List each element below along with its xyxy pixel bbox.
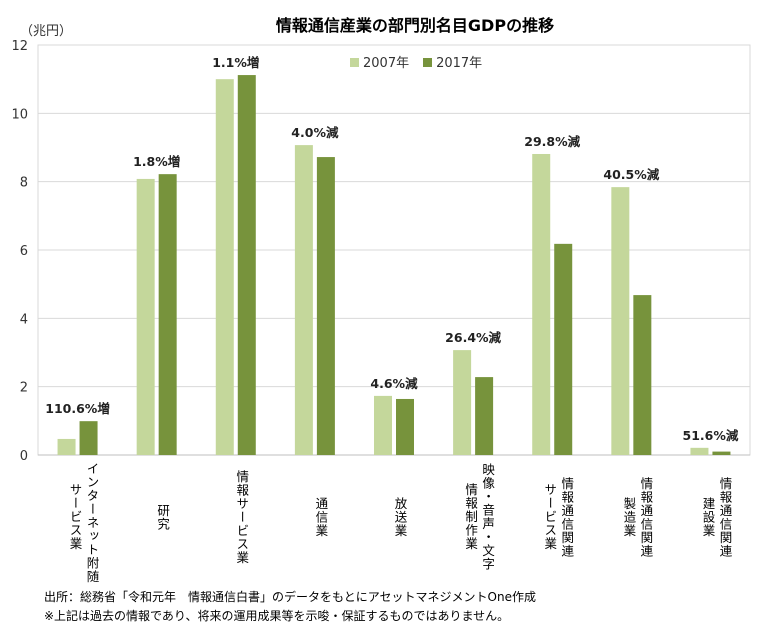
legend-item-2017: 2017年 [423,52,482,71]
y-tick-label: 6 [20,244,28,259]
legend: 2007年 2017年 [350,52,482,71]
bar-2017年-0 [79,421,98,455]
y-tick-label: 0 [20,449,28,464]
legend-label: 2007年 [363,56,410,71]
bar-2007年-0 [57,438,76,455]
x-tick-label: 研究 [155,503,171,531]
legend-item-2007: 2007年 [350,52,409,71]
bar-2007年-5 [453,350,472,455]
bar-2007年-3 [294,145,313,455]
x-tick-label: 情報サービス業 [234,469,250,565]
y-tick-label: 10 [11,107,28,122]
bar-2007年-7 [611,187,630,455]
bar-2017年-7 [633,295,652,455]
y-tick-label: 4 [20,312,28,327]
legend-swatch [350,58,359,67]
bar-2007年-1 [136,178,155,455]
data-label: 1.8%増 [133,154,180,169]
x-tick-label: インターネット附随 サービス業 [67,462,100,584]
bar-2017年-6 [554,243,573,455]
bar-2017年-5 [475,377,494,455]
bar-2017年-4 [396,398,414,455]
x-tick-label: 情報通信関連 建設業 [700,476,733,558]
bar-2017年-3 [316,157,335,456]
bar-2017年-2 [237,75,256,456]
bar-2017年-1 [158,174,177,455]
x-tick-label: 情報通信関連 サービス業 [542,476,575,558]
bar-2007年-2 [215,79,234,456]
x-tick-label: 放送業 [392,496,408,538]
data-label: 40.5%減 [603,167,659,182]
x-tick-label: 映像・音声・文字 情報制作業 [463,463,496,571]
data-label: 4.6%減 [370,376,418,391]
bar-2007年-4 [374,395,392,455]
source-note: 出所：総務省「令和元年 情報通信白書」のデータをもとにアセットマネジメントOne… [44,590,536,604]
bar-2017年-8 [712,451,731,455]
data-label: 29.8%減 [524,134,580,149]
x-tick-label: 通信業 [313,496,329,538]
y-tick-label: 12 [11,39,28,54]
y-tick-label: 2 [20,381,28,396]
chart-title: 情報通信産業の部門別名目GDPの推移 [275,16,555,35]
data-label: 4.0%減 [291,125,339,140]
y-axis-unit: （兆円） [20,24,73,39]
y-tick-label: 8 [20,176,28,191]
x-tick-label: 情報通信関連 製造業 [621,476,654,558]
legend-label: 2017年 [436,56,483,71]
data-label: 110.6%増 [45,401,110,416]
bar-2007年-6 [532,153,551,455]
legend-swatch [423,58,433,67]
data-label: 1.1%増 [212,55,259,70]
disclaimer-note: ※上記は過去の情報であり、将来の運用成果等を示唆・保証するものではありません。 [44,609,510,623]
data-label: 26.4%減 [445,330,501,345]
data-label: 51.6%減 [683,428,739,443]
bar-2007年-8 [690,447,709,455]
